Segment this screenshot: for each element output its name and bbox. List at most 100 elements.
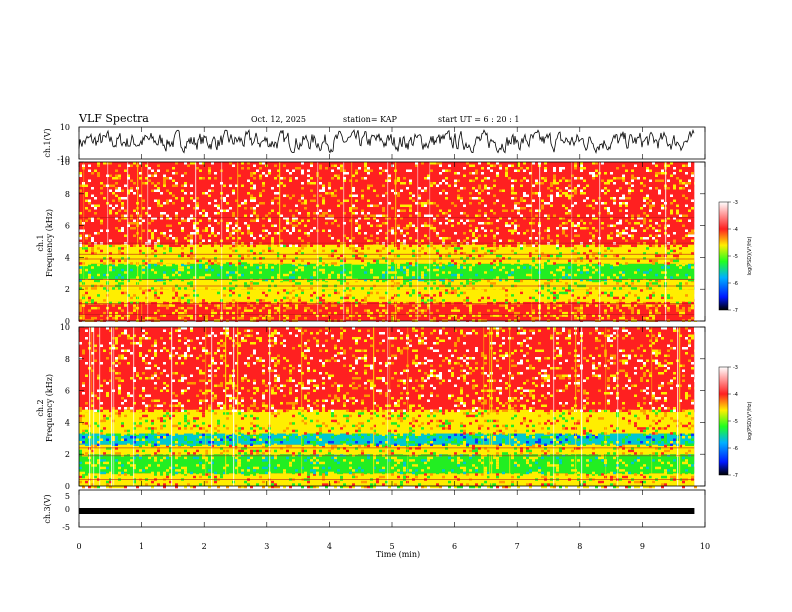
ch1-spec-cell <box>79 199 82 202</box>
ch1-spec-cell <box>562 309 565 312</box>
ch1-spec-cell <box>319 189 322 192</box>
ch1-spec-cell <box>460 187 463 190</box>
ch1-spec-cell <box>553 306 556 310</box>
ch1-spec-cell <box>352 291 355 295</box>
ch1-spec-cell <box>214 219 217 222</box>
ch1-spec-cell <box>154 279 157 283</box>
ch1-spec-cell <box>514 244 517 248</box>
ch1-spec-cell <box>172 229 175 232</box>
ch1-spec-cell <box>430 278 433 282</box>
ch1-spec-cell <box>187 224 190 227</box>
ch1-spec-cell <box>178 244 181 247</box>
ch1-spec-cell <box>232 207 235 210</box>
ch1-spec-cell <box>289 273 292 277</box>
ch1-spec-cell <box>445 289 448 292</box>
ch1-spec-cell <box>172 194 175 197</box>
ch1-spec-cell <box>160 222 163 225</box>
ch1-spec-cell <box>229 263 232 267</box>
ch1-spec-cell <box>667 247 670 250</box>
ch1-spec-cell <box>391 254 394 258</box>
ch1-spec-cell <box>313 301 316 305</box>
ch1-spec-cell <box>415 268 418 272</box>
ch1-spec-cell <box>403 266 406 269</box>
ch1-spec-cell <box>265 314 268 317</box>
ch1-spec-cell <box>142 192 145 195</box>
ch1-spec-cell <box>139 187 142 190</box>
ch1-spec-cell <box>547 257 550 260</box>
ch1-spec-cell <box>229 249 232 253</box>
ch1-spec-cell <box>529 316 532 320</box>
ch1-spec-cell <box>166 244 169 248</box>
ch1-spec-cell <box>343 222 346 225</box>
ch1-spec-cell <box>574 304 577 307</box>
ch1-spec-cell <box>277 232 280 235</box>
ch1-spec-cell <box>445 204 448 207</box>
ch1-spec-cell <box>232 287 235 290</box>
ch1-spec-cell <box>253 187 256 190</box>
ch1-spec-cell <box>559 314 562 317</box>
ch1-spec-cell <box>415 301 418 305</box>
ch1-spec-cell <box>112 276 115 279</box>
ch1-spec-cell <box>250 197 253 200</box>
ch1-spec-cell <box>424 249 427 253</box>
ch1-spec-cell <box>109 314 112 317</box>
ch1-spec-cell <box>196 197 199 200</box>
ch1-spec-cell <box>427 214 430 217</box>
ch1-spec-cell <box>253 237 256 240</box>
ch1-spec-cell <box>283 217 286 220</box>
ch1-spec-cell <box>322 314 325 317</box>
ch1-spec-cell <box>301 299 304 302</box>
ch1-spec-cell <box>169 287 172 290</box>
ch1-spec-cell <box>247 194 250 197</box>
ch1-spec-cell <box>454 179 457 182</box>
ch1-spec-cell <box>391 268 394 272</box>
ch1-spec-cell <box>214 291 217 295</box>
ch1-spec-cell <box>442 194 445 197</box>
ch1-spec-cell <box>379 306 382 310</box>
ch1-spec-cell <box>256 184 259 187</box>
ch1-spec-cell <box>118 174 121 177</box>
ch1-spec-cell <box>298 227 301 230</box>
ch1-spec-cell <box>619 266 622 269</box>
ch1-spec-cell <box>676 259 679 263</box>
ch1-spec-cell <box>289 209 292 212</box>
ch1-spec-cell <box>442 247 445 250</box>
ch1-spec-cell <box>619 311 622 315</box>
ch1-spec-cell <box>292 237 295 240</box>
ch1-spec-cell <box>454 263 457 267</box>
ch1-spec-cell <box>184 273 187 277</box>
ch1-spec-cell <box>688 244 691 248</box>
ch1-spec-cell <box>277 167 280 170</box>
ch1-spec-cell <box>247 182 250 185</box>
ch1-spec-cell <box>205 314 208 317</box>
ch1-spec-cell <box>559 252 562 255</box>
ch1-spec-cell <box>127 174 130 177</box>
ch1-spec-cell <box>442 299 445 302</box>
ch1-spec-cell <box>367 268 370 272</box>
ch1-spec-cell <box>544 296 547 300</box>
ch1-spec-cell <box>448 263 451 267</box>
ch1-spec-cell <box>124 234 127 237</box>
ch1-spec-cell <box>586 268 589 272</box>
ch1-spec-cell <box>427 294 430 297</box>
ch1-spec-cell <box>103 217 106 220</box>
ch1-spec-cell <box>373 316 376 320</box>
ch1-spec-cell <box>655 252 658 255</box>
ch1-spec-cell <box>139 262 142 265</box>
ch1-spec-cell <box>583 254 586 258</box>
ch1-spec-cell <box>364 167 367 170</box>
ch1-spec-cell <box>208 301 211 305</box>
ch1-spec-cell <box>202 289 205 292</box>
ch1-spec-cell <box>403 294 406 297</box>
ch1-spec-cell <box>151 271 154 274</box>
ch1-spec-cell <box>643 278 646 282</box>
ch1-spec-cell <box>190 199 193 202</box>
ch1-spec-cell <box>91 266 94 269</box>
ch1-spec-cell <box>199 268 202 272</box>
ch1-spec-cell <box>331 296 334 300</box>
ch1-spec-cell <box>322 252 325 255</box>
ch1-spec-cell <box>169 249 172 253</box>
ch1-spec-cell <box>556 273 559 277</box>
ch1-spec-cell <box>565 311 568 315</box>
ch1-spec-cell <box>112 301 115 305</box>
